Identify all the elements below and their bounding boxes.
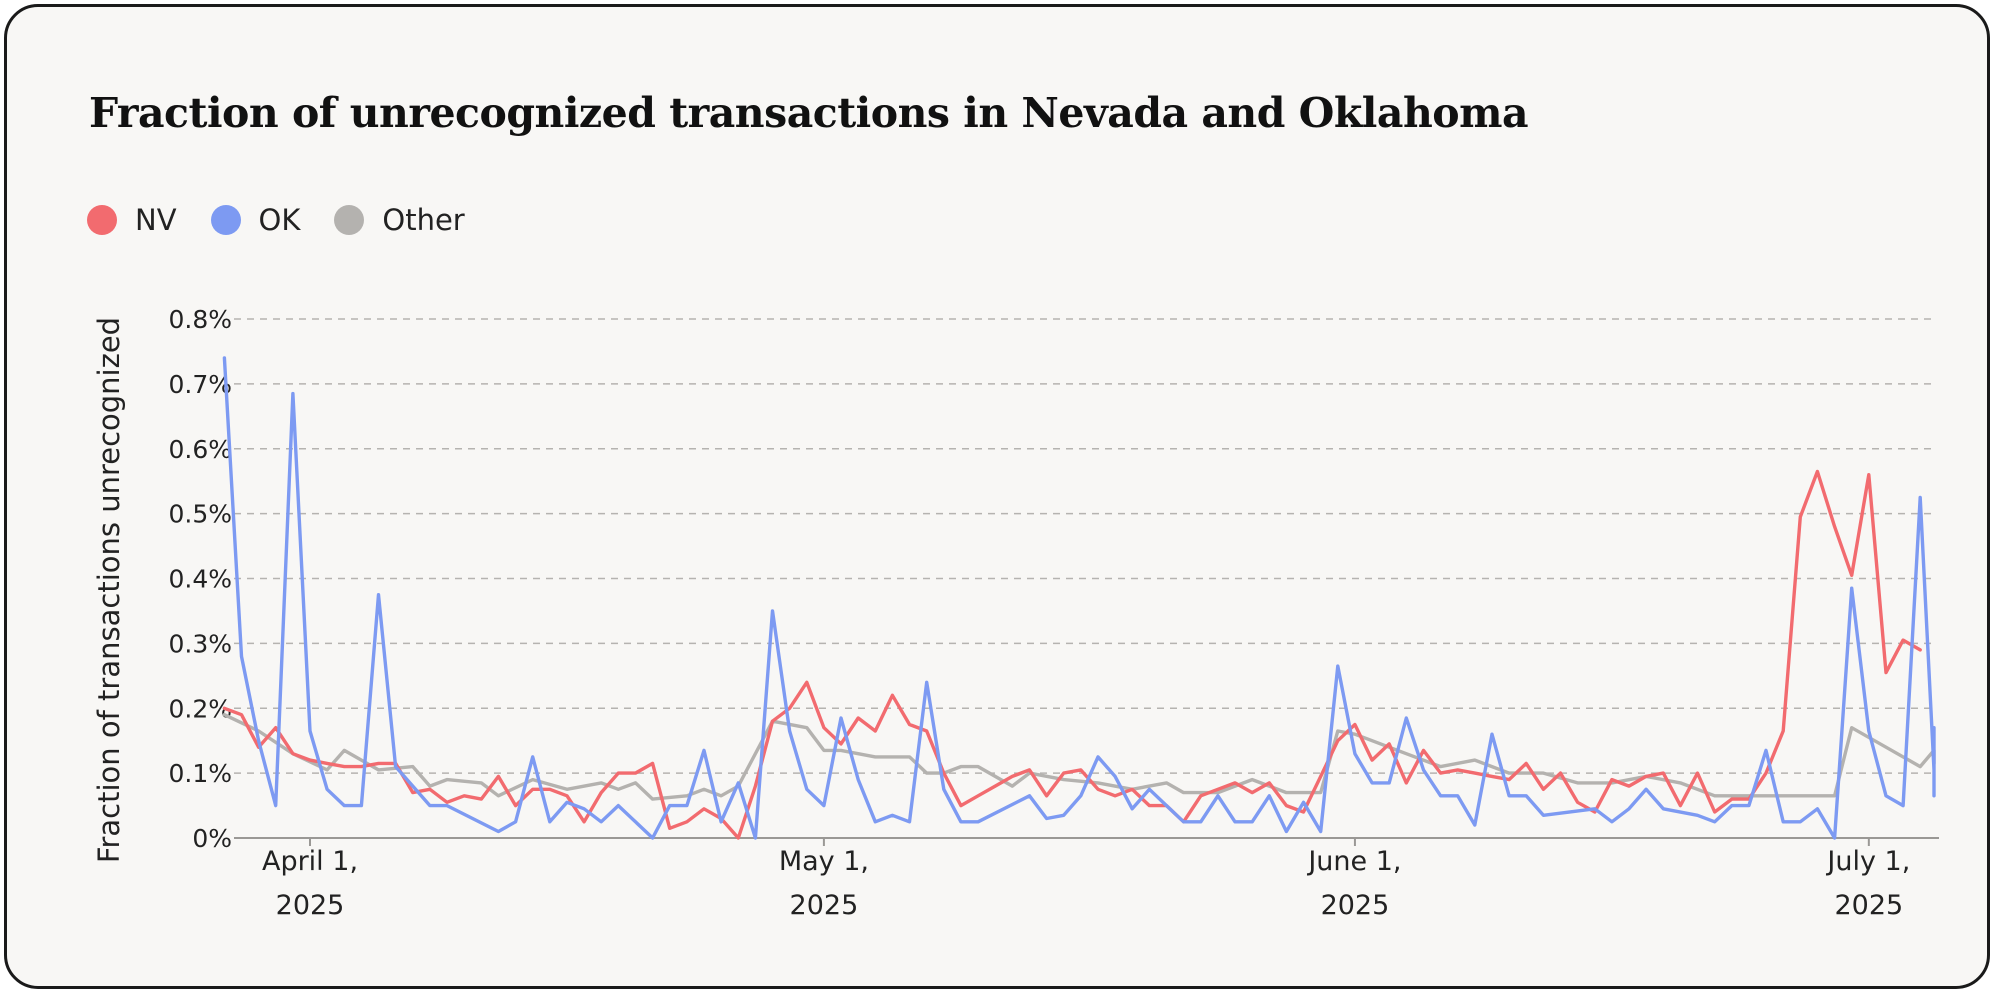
legend: NV OK Other [87, 203, 499, 237]
legend-swatch-ok [210, 205, 241, 235]
x-tick-label: 2025 [276, 890, 345, 921]
legend-item-ok[interactable]: OK [210, 203, 301, 237]
y-tick-label: 0.7% [168, 370, 232, 399]
y-tick-label: 0.5% [168, 500, 232, 529]
legend-label-other: Other [382, 203, 465, 237]
x-tick-label: April 1, [262, 846, 358, 877]
x-tick-label: June 1, [1306, 846, 1401, 877]
x-tick-label: May 1, [779, 846, 869, 877]
legend-label-nv: NV [135, 203, 177, 237]
legend-item-other[interactable]: Other [334, 203, 465, 237]
y-tick-label: 0.3% [168, 629, 232, 658]
y-tick-label: 0.4% [168, 565, 232, 594]
y-tick-label: 0.2% [168, 694, 232, 723]
y-tick-label: 0% [192, 824, 232, 853]
chart-title: Fraction of unrecognized transactions in… [89, 89, 1529, 137]
y-axis-title: Fraction of transactions unrecognized [92, 317, 126, 863]
legend-swatch-other [334, 205, 365, 235]
chart-card: Fraction of unrecognized transactions in… [4, 4, 1990, 989]
legend-swatch-nv [87, 205, 117, 235]
series-line-other [222, 713, 1936, 801]
x-tick-label: 2025 [790, 890, 859, 921]
y-tick-label: 0.6% [168, 435, 232, 464]
series-line-ok [222, 356, 1936, 840]
legend-item-nv[interactable]: NV [87, 203, 177, 237]
x-tick-label: July 1, [1825, 846, 1910, 877]
y-tick-label: 0.8% [168, 305, 232, 334]
x-tick-label: 2025 [1834, 890, 1903, 921]
series-line-nv [222, 469, 1922, 840]
legend-label-ok: OK [258, 203, 301, 237]
y-tick-label: 0.1% [168, 759, 232, 788]
x-tick-label: 2025 [1321, 890, 1390, 921]
